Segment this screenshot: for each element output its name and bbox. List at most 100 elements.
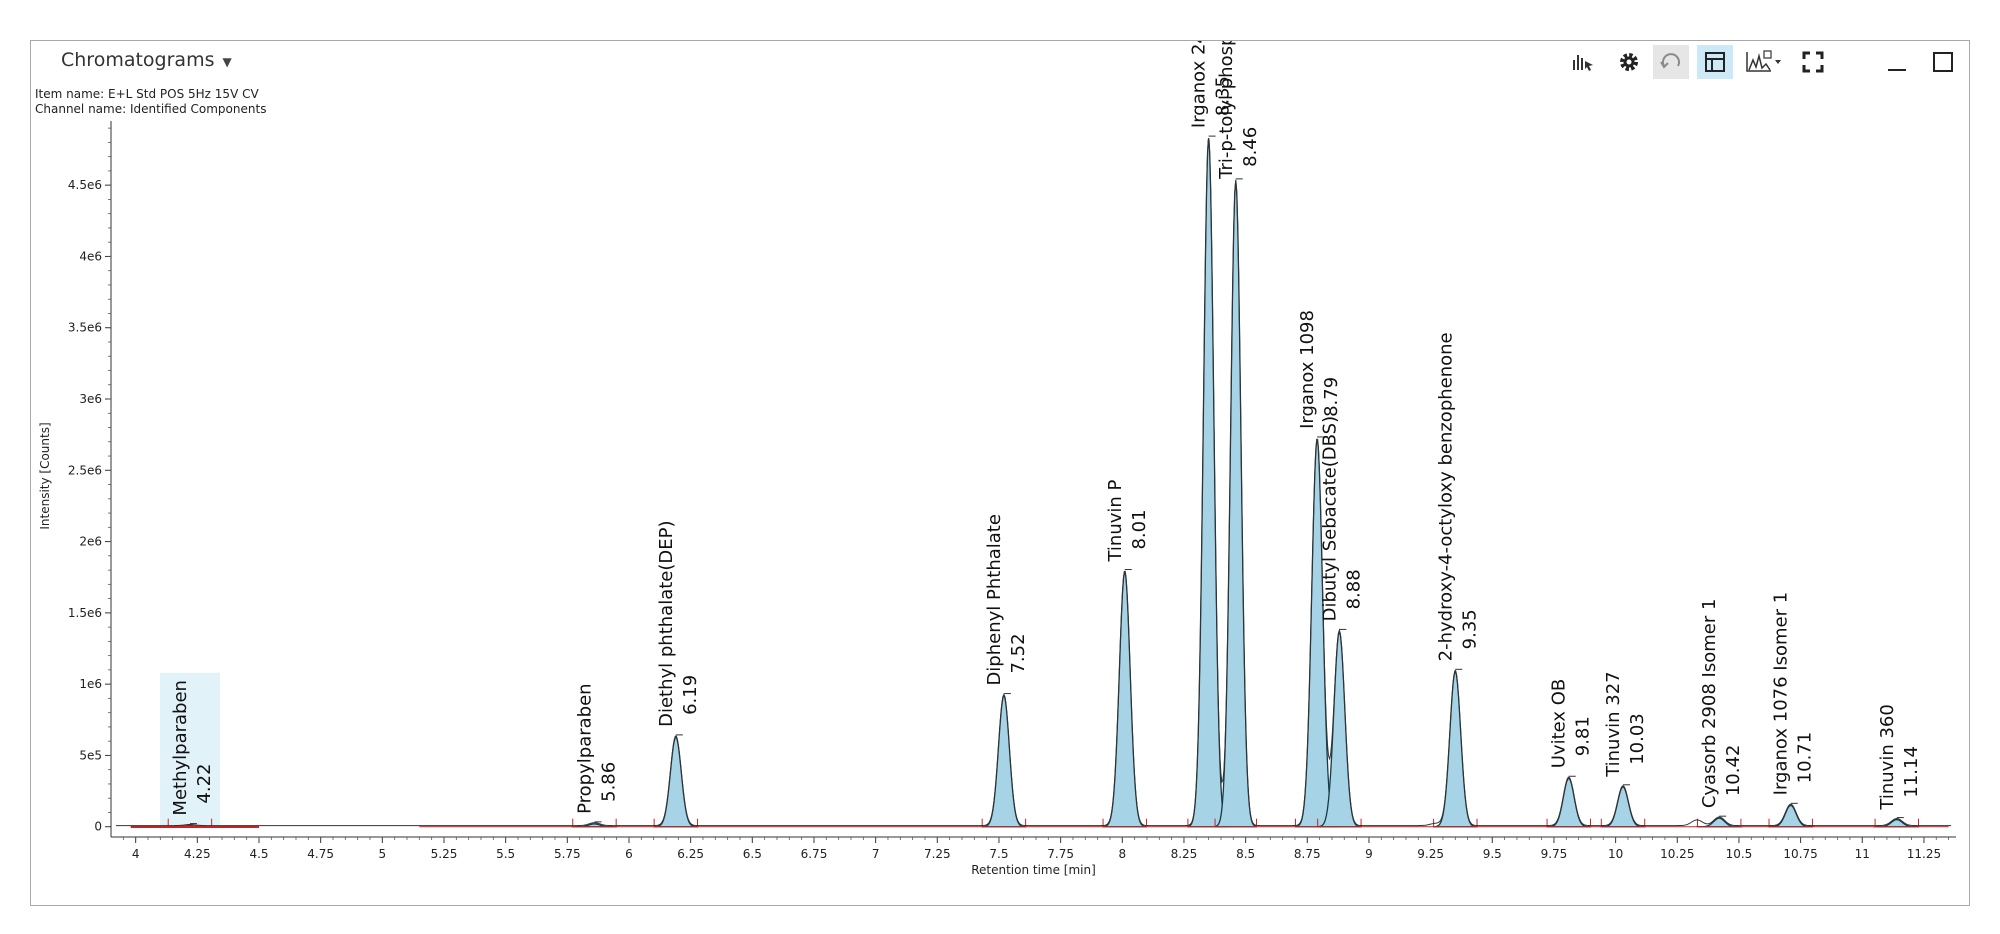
peak-area xyxy=(1600,785,1646,828)
x-tick-label: 6.25 xyxy=(677,847,704,861)
x-tick-label: 11.25 xyxy=(1907,847,1941,861)
y-tick-label: 3.5e6 xyxy=(68,321,102,335)
peak-label-group: Irganox 245 8.35 xyxy=(1189,41,1234,128)
peak-label-group: Propylparaben 5.86 xyxy=(574,683,619,813)
peak-rt-label: 10.03 xyxy=(1627,713,1648,765)
peak-label-group: Diethyl phthalate(DEP) 6.19 xyxy=(656,520,701,726)
peak-label-group: Tinuvin 360 11.14 xyxy=(1877,704,1922,810)
peak-label-group: Tinuvin 327 10.03 xyxy=(1603,671,1648,777)
selected-peak-highlight xyxy=(159,672,220,827)
maximize-icon[interactable] xyxy=(1925,45,1961,79)
peak-rt-label: 8.01 xyxy=(1129,509,1150,549)
y-tick-label: 1e6 xyxy=(79,677,102,691)
peak-name-label: Tinuvin 360 xyxy=(1877,704,1898,810)
chart-overlay-icon[interactable] xyxy=(1741,45,1787,79)
peak-name-label: Diphenyl Phthalate xyxy=(984,514,1005,685)
x-tick-label: 8.75 xyxy=(1294,847,1321,861)
x-tick-label: 11 xyxy=(1855,847,1870,861)
peak-select-icon[interactable] xyxy=(1565,45,1601,79)
peak-label-group: Irganox 1076 Isomer 1 10.71 xyxy=(1771,592,1816,796)
peak-area xyxy=(1102,571,1148,828)
x-tick-label: 9.25 xyxy=(1417,847,1444,861)
x-tick-label: 7.25 xyxy=(924,847,951,861)
peak-rt-label: 8.88 xyxy=(1343,569,1364,609)
peak-rt-label: 10.42 xyxy=(1723,745,1744,797)
item-name: Item name: E+L Std POS 5Hz 15V CV xyxy=(35,87,259,101)
x-tick-label: 4 xyxy=(132,847,140,861)
peak-rt-label: 10.71 xyxy=(1795,732,1816,784)
peak-area xyxy=(1214,180,1258,828)
chevron-down-icon: ▼ xyxy=(222,55,232,69)
peak-name-label: Cyasorb 2908 Isomer 1 xyxy=(1699,599,1720,809)
peak-name-label: Propylparaben xyxy=(574,683,595,813)
chromatogram-panel: Chromatograms ▼ Item name: E+L Std POS 5H… xyxy=(30,40,1970,906)
peak-labels-group: Methylparaben 4.22 Propylparaben 5.86 Diethy… xyxy=(170,41,1922,816)
peak-rt-label: 6.19 xyxy=(680,675,701,715)
x-tick-label: 10.25 xyxy=(1660,847,1694,861)
peak-label-group: Methylparaben 4.22 xyxy=(170,680,215,816)
x-tick-label: 9.75 xyxy=(1541,847,1568,861)
x-axis-title: Retention time [min] xyxy=(971,863,1096,877)
channel-name: Channel name: Identified Components xyxy=(35,102,267,116)
peak-name-label: Irganox 245 xyxy=(1189,41,1210,128)
peak-label-group: Irganox 1098 8.79 xyxy=(1297,310,1342,429)
x-tick-label: 8 xyxy=(1118,847,1126,861)
peak-name-label: Diethyl phthalate(DEP) xyxy=(656,520,677,726)
peak-area xyxy=(1546,777,1592,828)
chart-metadata: Item name: E+L Std POS 5Hz 15V CV Channe… xyxy=(35,87,266,117)
undo-icon[interactable] xyxy=(1653,45,1689,79)
x-tick-label: 8.5 xyxy=(1236,847,1255,861)
peak-label-group: 2-hydroxy-4-octyloxy benzophenone 9.35 xyxy=(1435,332,1480,661)
peak-name-label: Tri-p-tolyl phosphate (TCP) xyxy=(1216,41,1237,180)
peak-label-group: Diphenyl Phthalate 7.52 xyxy=(984,514,1029,685)
peak-rt-label: 8.46 xyxy=(1240,127,1261,167)
y-tick-label: 1.5e6 xyxy=(68,606,102,620)
expand-icon[interactable] xyxy=(1795,45,1831,79)
axes-group: 4 4.25 4.5 4.75 5 5.25 5.5 5.75 6 6.25 6.5 6.75 7 7.2… xyxy=(68,121,1956,861)
panel-title: Chromatograms xyxy=(61,49,215,71)
x-tick-label: 10.75 xyxy=(1783,847,1817,861)
y-axis-title: Intensity [Counts] xyxy=(38,422,52,529)
y-tick-label: 0 xyxy=(94,820,102,834)
chromatograms-dropdown[interactable]: Chromatograms ▼ xyxy=(61,49,232,71)
trace-group xyxy=(115,139,1952,827)
peak-rt-label: 9.81 xyxy=(1573,716,1594,756)
peak-label-group: Dibutyl Sebacate(DBS) 8.88 xyxy=(1319,416,1364,622)
x-tick-label: 4.75 xyxy=(307,847,334,861)
minimize-icon[interactable] xyxy=(1879,45,1915,79)
peak-label-group: Cyasorb 2908 Isomer 1 10.42 xyxy=(1699,599,1744,809)
x-tick-label: 7.5 xyxy=(989,847,1008,861)
y-tick-label: 4e6 xyxy=(79,249,102,263)
x-tick-label: 9 xyxy=(1365,847,1373,861)
x-tick-label: 5.25 xyxy=(431,847,458,861)
peak-name-label: Uvitex OB xyxy=(1549,679,1570,769)
gear-icon[interactable] xyxy=(1611,45,1647,79)
x-tick-label: 10 xyxy=(1608,847,1623,861)
peak-name-label: Tinuvin P xyxy=(1105,479,1126,562)
x-tick-label: 4.5 xyxy=(249,847,268,861)
peak-area xyxy=(1432,669,1478,828)
chromatogram-trace xyxy=(115,139,1952,827)
peak-rt-label: 9.35 xyxy=(1459,609,1480,649)
peak-name-label: Irganox 1076 Isomer 1 xyxy=(1771,592,1792,796)
peak-rt-label: 8.35 xyxy=(1213,76,1234,116)
peak-rt-label: 8.79 xyxy=(1321,377,1342,417)
peak-label-group: Uvitex OB 9.81 xyxy=(1549,679,1594,769)
x-tick-label: 10.5 xyxy=(1726,847,1753,861)
y-tick-label: 5e5 xyxy=(79,748,102,762)
x-tick-label: 5 xyxy=(379,847,387,861)
chromatogram-plot[interactable]: 4 4.25 4.5 4.75 5 5.25 5.5 5.75 6 6.25 6.5 6.75 7 7.2… xyxy=(31,41,1969,905)
x-tick-label: 5.75 xyxy=(554,847,581,861)
peak-rt-label: 4.22 xyxy=(194,764,215,804)
peak-rt-label: 5.86 xyxy=(598,762,619,802)
table-layout-icon[interactable] xyxy=(1697,45,1733,79)
y-tick-label: 3e6 xyxy=(79,392,102,406)
peak-rt-label: 7.52 xyxy=(1008,633,1029,673)
peak-area xyxy=(653,735,699,828)
peak-area xyxy=(1768,804,1814,828)
x-tick-label: 7.75 xyxy=(1047,847,1074,861)
peaks-group xyxy=(130,135,1949,828)
y-tick-label: 2.5e6 xyxy=(68,463,102,477)
peak-area xyxy=(1187,138,1230,828)
x-tick-label: 4.25 xyxy=(184,847,211,861)
